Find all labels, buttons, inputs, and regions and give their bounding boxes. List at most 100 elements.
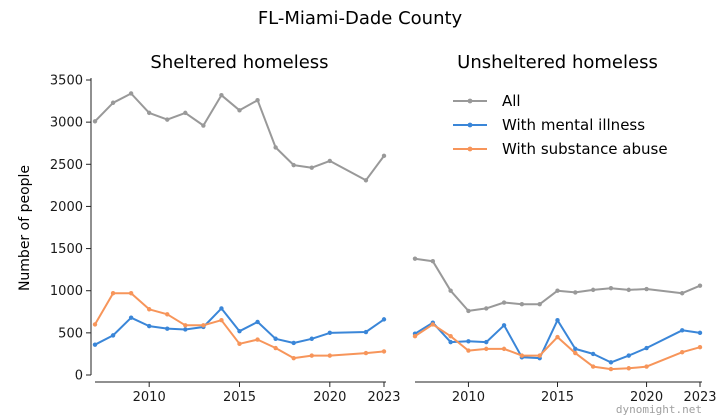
data-point xyxy=(590,287,596,293)
series-line xyxy=(94,292,385,360)
unsheltered-panel: Unsheltered homeless 2010 2015 2020 2023 xyxy=(412,52,717,405)
data-point xyxy=(466,339,471,344)
x-tick-label: 2020 xyxy=(630,390,663,405)
legend-marker xyxy=(467,122,473,128)
data-point xyxy=(219,92,224,98)
series-line xyxy=(414,319,701,364)
data-point xyxy=(237,108,242,113)
data-point xyxy=(430,259,436,264)
data-point xyxy=(110,333,116,338)
data-point xyxy=(626,353,631,358)
data-point xyxy=(183,327,188,332)
watermark: dynomight.net xyxy=(616,403,702,416)
data-point xyxy=(309,336,314,341)
data-point xyxy=(363,350,369,356)
x-tick-label: 2015 xyxy=(223,390,256,405)
data-point xyxy=(608,285,614,291)
data-point xyxy=(183,110,188,116)
data-point xyxy=(555,318,560,323)
data-point xyxy=(537,302,542,307)
data-point xyxy=(92,119,98,124)
data-point xyxy=(327,353,333,358)
data-point xyxy=(448,334,453,339)
data-point xyxy=(644,286,649,292)
data-point xyxy=(128,291,134,296)
data-point xyxy=(381,153,387,159)
data-point xyxy=(255,337,260,342)
x-tick-label: 2015 xyxy=(541,390,574,405)
data-point xyxy=(501,346,507,352)
data-point xyxy=(644,364,649,369)
data-point xyxy=(679,350,685,355)
data-point xyxy=(412,334,418,339)
data-point xyxy=(555,288,560,293)
data-point xyxy=(573,350,578,356)
y-tick-label: 2500 xyxy=(50,158,83,173)
data-point xyxy=(201,323,206,328)
data-point xyxy=(165,117,170,122)
data-point xyxy=(573,290,578,295)
data-point xyxy=(484,346,489,352)
data-point xyxy=(309,165,314,170)
legend-marker xyxy=(467,98,473,104)
data-point xyxy=(448,339,453,345)
data-point xyxy=(363,329,369,335)
figure-title: FL-Miami-Dade County xyxy=(258,8,463,29)
y-tick-label: 3000 xyxy=(50,116,83,131)
data-point xyxy=(697,283,703,288)
data-point xyxy=(555,334,560,340)
data-point xyxy=(448,288,453,293)
data-point xyxy=(484,339,489,345)
data-point xyxy=(128,91,134,96)
data-point xyxy=(501,300,507,305)
y-tick-label: 2000 xyxy=(50,200,83,215)
y-tick-label: 1000 xyxy=(50,284,83,299)
data-point xyxy=(466,308,471,314)
data-point xyxy=(697,330,703,336)
data-point xyxy=(537,353,542,358)
data-point xyxy=(626,287,631,293)
data-point xyxy=(590,364,596,369)
data-point xyxy=(644,345,649,351)
data-point xyxy=(519,353,525,358)
data-point xyxy=(255,319,260,325)
data-point xyxy=(608,360,614,365)
series-line xyxy=(414,257,701,312)
data-point xyxy=(237,328,242,334)
data-point xyxy=(291,340,296,346)
data-point xyxy=(381,317,387,322)
data-point xyxy=(201,123,206,128)
data-point xyxy=(146,110,152,116)
data-point xyxy=(183,323,188,328)
x-tick-label: 2020 xyxy=(313,390,346,405)
data-point xyxy=(697,344,703,350)
data-point xyxy=(219,318,224,323)
data-point xyxy=(484,306,489,311)
y-tick-label: 3500 xyxy=(50,74,83,89)
x-tick-label: 2010 xyxy=(452,390,485,405)
data-point xyxy=(412,256,418,261)
data-point xyxy=(255,98,260,103)
data-point xyxy=(128,315,134,320)
data-point xyxy=(273,145,278,150)
data-point xyxy=(291,355,296,361)
data-point xyxy=(92,322,98,327)
x-tick-label: 2023 xyxy=(367,390,400,405)
data-point xyxy=(165,312,170,317)
series-line xyxy=(94,92,385,182)
data-point xyxy=(110,100,116,105)
data-point xyxy=(363,178,369,183)
data-point xyxy=(237,341,242,347)
data-point xyxy=(466,348,471,353)
data-point xyxy=(381,349,387,354)
data-point xyxy=(309,353,314,358)
data-point xyxy=(291,162,296,168)
data-point xyxy=(219,306,224,311)
data-point xyxy=(608,366,614,372)
subplot-title: Sheltered homeless xyxy=(150,52,328,73)
data-point xyxy=(165,326,170,331)
data-point xyxy=(679,328,685,333)
legend-label: With substance abuse xyxy=(502,140,668,158)
x-tick-label: 2010 xyxy=(133,390,166,405)
data-point xyxy=(146,323,152,329)
